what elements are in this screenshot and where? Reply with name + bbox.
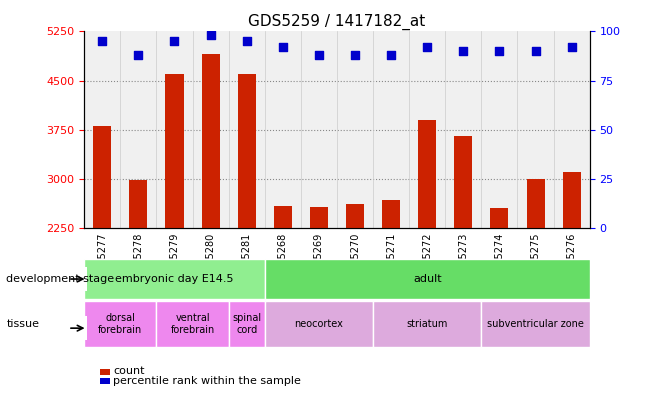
Title: GDS5259 / 1417182_at: GDS5259 / 1417182_at [248, 14, 426, 30]
FancyBboxPatch shape [265, 259, 590, 299]
Bar [526, 180, 544, 228]
Point [97, 38, 108, 44]
FancyBboxPatch shape [229, 301, 265, 347]
FancyBboxPatch shape [265, 301, 373, 347]
Text: subventricular zone: subventricular zone [487, 319, 584, 329]
Bar [491, 208, 509, 228]
Point [277, 44, 288, 50]
Bar [130, 180, 148, 228]
Bar [454, 136, 472, 228]
Bar [346, 204, 364, 228]
Text: dorsal
forebrain: dorsal forebrain [98, 314, 143, 335]
Text: ventral
forebrain: ventral forebrain [170, 314, 214, 335]
Point [205, 32, 216, 39]
Point [422, 44, 432, 50]
Text: striatum: striatum [406, 319, 448, 329]
FancyBboxPatch shape [481, 301, 590, 347]
Bar [93, 127, 111, 228]
Text: percentile rank within the sample: percentile rank within the sample [113, 376, 301, 386]
Bar [382, 200, 400, 228]
Point [350, 52, 360, 58]
Text: adult: adult [413, 274, 441, 284]
FancyBboxPatch shape [373, 301, 481, 347]
Point [314, 52, 324, 58]
Point [530, 48, 540, 54]
Text: tissue: tissue [6, 319, 40, 329]
Point [242, 38, 252, 44]
Point [494, 48, 505, 54]
Bar [562, 172, 581, 228]
FancyBboxPatch shape [84, 259, 265, 299]
Bar [418, 120, 436, 228]
Bar [202, 54, 220, 228]
FancyBboxPatch shape [156, 301, 229, 347]
Text: neocortex: neocortex [294, 319, 343, 329]
FancyBboxPatch shape [84, 301, 156, 347]
Point [386, 52, 397, 58]
Bar [310, 207, 328, 228]
Point [458, 48, 469, 54]
Bar [274, 206, 292, 228]
Text: spinal
cord: spinal cord [232, 314, 261, 335]
Bar [238, 74, 256, 228]
Text: embryonic day E14.5: embryonic day E14.5 [115, 274, 234, 284]
Bar [165, 74, 183, 228]
Text: development stage: development stage [6, 274, 115, 284]
Point [169, 38, 179, 44]
Point [566, 44, 577, 50]
Text: count: count [113, 366, 145, 376]
Point [133, 52, 144, 58]
